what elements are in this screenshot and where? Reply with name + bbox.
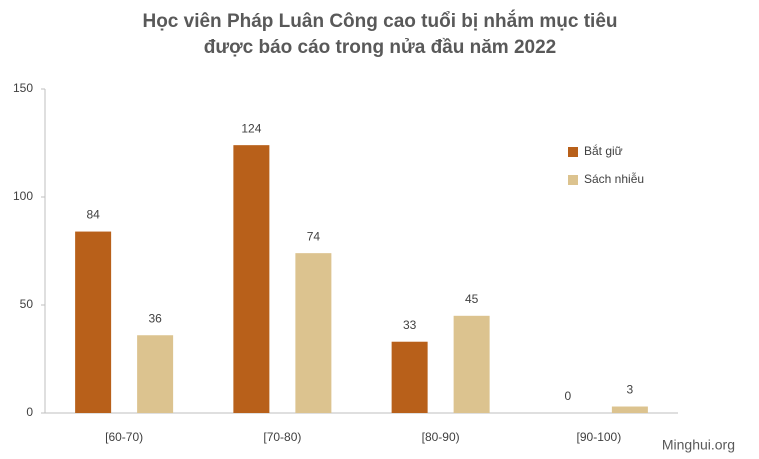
data-label: 3 xyxy=(627,383,634,397)
chart-title: Học viên Pháp Luân Công cao tuổi bị nhắm… xyxy=(142,10,617,32)
y-tick-label: 150 xyxy=(13,81,33,95)
bar xyxy=(233,145,270,413)
bar xyxy=(75,231,112,413)
data-label: 36 xyxy=(148,311,162,325)
bar xyxy=(391,341,428,413)
data-label: 74 xyxy=(307,229,321,243)
legend-swatch xyxy=(568,147,578,157)
data-label: 84 xyxy=(86,208,100,222)
data-label: 0 xyxy=(565,389,572,403)
bar xyxy=(611,406,648,413)
legend-label: Bắt giữ xyxy=(584,143,623,158)
legend-label: Sách nhiễu xyxy=(584,171,644,186)
legend-swatch xyxy=(568,175,578,185)
x-tick-label: [80-90) xyxy=(422,430,460,444)
x-tick-label: [60-70) xyxy=(105,430,143,444)
bar xyxy=(295,253,332,413)
source: Minghui.org xyxy=(662,437,735,453)
y-tick-label: 50 xyxy=(20,297,34,311)
data-label: 33 xyxy=(403,318,417,332)
data-label: 45 xyxy=(465,292,479,306)
x-tick-label: [90-100) xyxy=(577,430,622,444)
y-tick-label: 100 xyxy=(13,189,33,203)
y-tick-label: 0 xyxy=(26,405,33,419)
x-tick-label: [70-80) xyxy=(263,430,301,444)
data-label: 124 xyxy=(241,121,261,135)
bar xyxy=(453,315,490,413)
bar xyxy=(137,335,174,413)
chart-title: được báo cáo trong nửa đầu năm 2022 xyxy=(204,37,557,58)
